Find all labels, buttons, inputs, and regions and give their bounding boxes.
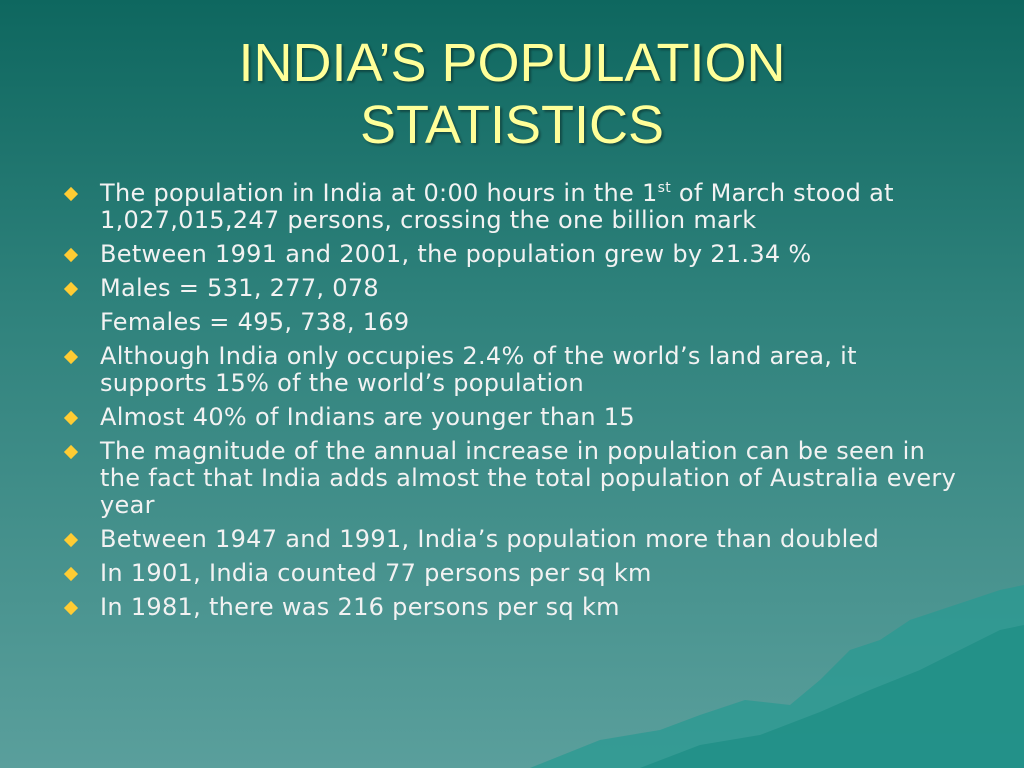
bullet-item: Males = 531, 277, 078 Females = 495, 738,… — [60, 275, 970, 336]
bullet-list: The population in India at 0:00 hours in… — [60, 180, 970, 628]
bullet-item: Although India only occupies 2.4% of the… — [60, 343, 970, 397]
bullet-marker — [63, 186, 79, 202]
bullet-text: Almost 40% of Indians are younger than 1… — [100, 403, 635, 431]
bullet-text: In 1901, India counted 77 persons per sq… — [100, 559, 652, 587]
bullet-marker — [63, 247, 79, 263]
bullet-item: In 1981, there was 216 persons per sq km — [60, 594, 970, 621]
bullet-marker — [63, 566, 79, 582]
continuation-line: Females = 495, 738, 169 — [100, 308, 410, 336]
bullet-text: Between 1991 and 2001, the population gr… — [100, 240, 812, 268]
title-line: INDIA’S POPULATION — [238, 33, 786, 93]
superscript: st — [657, 180, 671, 196]
title-line: STATISTICS — [359, 95, 664, 155]
bullet-text: of March stood at 1,027,015,247 persons,… — [100, 179, 894, 234]
bullet-marker — [63, 600, 79, 616]
bullet-marker — [63, 349, 79, 365]
bullet-marker — [63, 410, 79, 426]
bullet-item: The population in India at 0:00 hours in… — [60, 180, 970, 234]
bullet-text: In 1981, there was 216 persons per sq km — [100, 593, 620, 621]
bullet-marker — [63, 444, 79, 460]
bullet-item: Almost 40% of Indians are younger than 1… — [60, 404, 970, 431]
bullet-marker — [63, 532, 79, 548]
bullet-item: Between 1991 and 2001, the population gr… — [60, 241, 970, 268]
bullet-marker — [63, 281, 79, 297]
bullet-item: Between 1947 and 1991, India’s populatio… — [60, 526, 970, 553]
bullet-text: Between 1947 and 1991, India’s populatio… — [100, 525, 880, 553]
bullet-item: In 1901, India counted 77 persons per sq… — [60, 560, 970, 587]
bullet-text: The magnitude of the annual increase in … — [100, 437, 957, 519]
bullet-text: Although India only occupies 2.4% of the… — [100, 342, 857, 397]
slide-title: INDIA’S POPULATION STATISTICS — [0, 32, 1024, 156]
bullet-item: The magnitude of the annual increase in … — [60, 438, 970, 519]
bullet-text: The population in India at 0:00 hours in… — [100, 179, 658, 207]
bullet-text: Males = 531, 277, 078 — [100, 274, 379, 302]
